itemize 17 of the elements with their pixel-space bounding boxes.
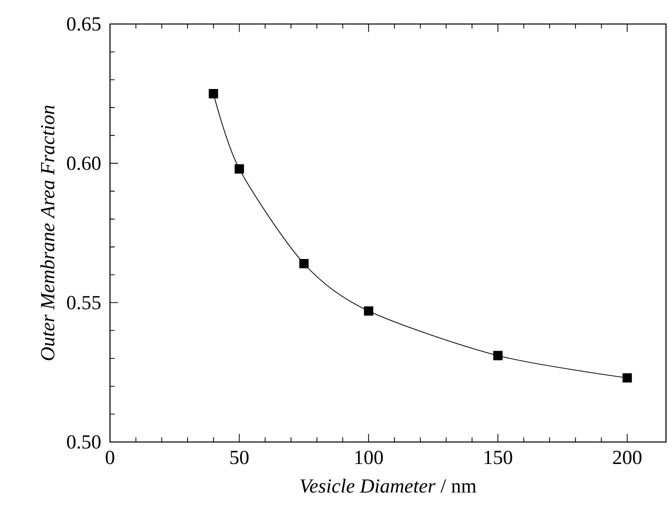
y-axis-title: Outer Membrane Area Fraction xyxy=(40,106,54,360)
x-tick-label: 150 xyxy=(484,450,512,464)
point xyxy=(622,373,632,383)
y-tick-label: 0.60 xyxy=(67,156,101,170)
x-axis-title: Vesicle Diameter / nm xyxy=(300,478,476,493)
point xyxy=(208,88,218,98)
point xyxy=(299,258,309,268)
point xyxy=(493,350,503,360)
x-tick-label: 100 xyxy=(355,450,383,464)
y-tick-label: 0.65 xyxy=(67,17,101,31)
x-tick-label: 0 xyxy=(106,450,114,464)
x-tick-label: 50 xyxy=(230,450,249,464)
x-tick-label: 200 xyxy=(613,450,642,464)
y-tick-label: 0.55 xyxy=(67,296,101,310)
point xyxy=(234,164,244,174)
y-tick-label: 0.50 xyxy=(67,435,101,449)
point xyxy=(364,306,374,316)
